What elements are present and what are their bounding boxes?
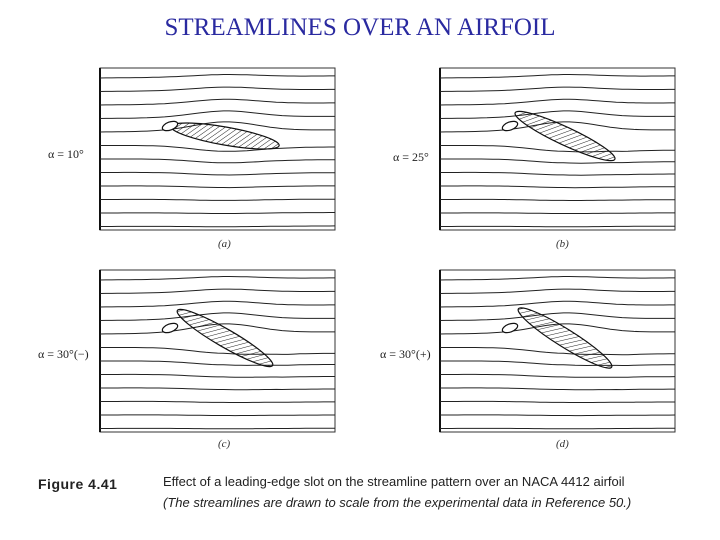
airfoil xyxy=(514,110,616,162)
panel-frame xyxy=(439,67,676,231)
streamline xyxy=(440,158,675,164)
streamline xyxy=(440,198,675,201)
streamline xyxy=(100,387,335,391)
streamline xyxy=(440,387,675,391)
streamline xyxy=(99,312,335,321)
slat xyxy=(161,120,179,132)
angle-label: α = 30°(+) xyxy=(380,347,431,361)
airfoil xyxy=(176,308,274,368)
panel-frame xyxy=(99,269,336,433)
streamline xyxy=(100,347,335,355)
streamline xyxy=(100,185,335,189)
panel-label: (c) xyxy=(218,438,231,450)
figure-number: Figure 4.41 xyxy=(38,476,118,492)
slat xyxy=(161,322,179,334)
angle-label: α = 30°(−) xyxy=(38,347,89,361)
angle-label: α = 10° xyxy=(48,147,84,161)
streamline xyxy=(100,212,335,214)
airfoil xyxy=(170,122,280,150)
caption-line: Effect of a leading-edge slot on the str… xyxy=(163,474,625,489)
slat xyxy=(501,120,519,132)
streamline xyxy=(100,427,336,430)
angle-label: α = 25° xyxy=(393,150,429,164)
streamline xyxy=(100,360,335,366)
streamline xyxy=(440,225,675,228)
streamline xyxy=(100,400,335,403)
streamline xyxy=(440,347,675,356)
streamline xyxy=(99,74,335,79)
streamline xyxy=(99,98,335,106)
streamline xyxy=(439,110,675,119)
streamline xyxy=(100,225,336,228)
streamline xyxy=(99,300,335,308)
streamline xyxy=(100,158,335,164)
streamline xyxy=(439,288,675,294)
streamline xyxy=(99,288,335,294)
streamline xyxy=(440,414,676,417)
streamline xyxy=(440,145,675,153)
panel-frame xyxy=(99,67,336,231)
streamline xyxy=(440,212,675,214)
panel-frame xyxy=(439,269,676,433)
caption-line: (The streamlines are drawn to scale from… xyxy=(163,495,632,510)
streamline xyxy=(440,185,675,189)
panel-label: (b) xyxy=(556,238,569,250)
streamline xyxy=(439,98,675,106)
slide-title: STREAMLINES OVER AN AIRFOIL xyxy=(164,14,556,41)
streamline xyxy=(440,400,675,403)
streamline xyxy=(439,74,675,79)
streamline xyxy=(99,121,335,133)
streamline xyxy=(439,121,675,133)
streamline xyxy=(99,276,335,281)
streamline xyxy=(439,86,675,92)
streamline xyxy=(440,360,675,367)
streamline xyxy=(439,300,675,308)
streamline xyxy=(439,276,675,281)
slat xyxy=(501,322,519,334)
streamline xyxy=(439,312,675,321)
streamline xyxy=(440,171,675,176)
airfoil xyxy=(517,307,613,369)
streamline xyxy=(100,171,335,176)
streamline xyxy=(99,86,335,92)
streamline xyxy=(99,110,335,119)
streamline xyxy=(440,373,676,378)
streamline xyxy=(100,145,335,152)
streamline xyxy=(100,373,335,378)
streamline xyxy=(100,198,335,201)
panel-label: (a) xyxy=(218,238,231,250)
panel-label: (d) xyxy=(556,438,569,450)
streamline xyxy=(100,414,335,417)
